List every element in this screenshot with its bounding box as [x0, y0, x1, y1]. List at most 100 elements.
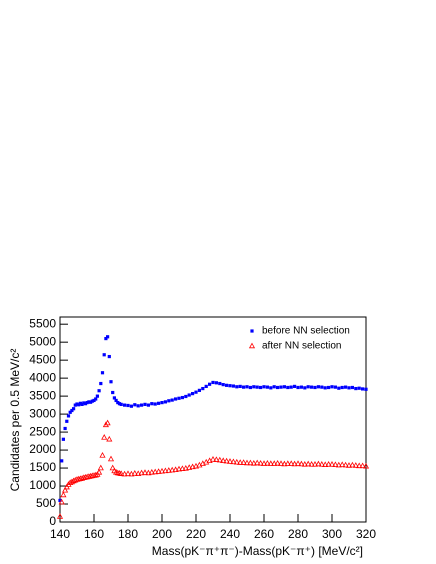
- data-point: [172, 466, 179, 473]
- y-tick-label: 1500: [29, 460, 56, 474]
- data-point: [186, 464, 193, 470]
- data-point: [250, 459, 257, 466]
- data-point: [282, 385, 286, 389]
- data-point: [218, 381, 222, 386]
- data-point: [175, 465, 183, 472]
- data-point: [138, 469, 145, 476]
- data-point: [131, 470, 138, 476]
- y-tick-label: 5500: [29, 316, 56, 330]
- y-tick-label: 3000: [29, 406, 56, 420]
- data-point: [170, 398, 174, 402]
- data-point: [101, 434, 108, 440]
- data-point: [342, 461, 349, 468]
- data-point: [121, 470, 128, 477]
- data-point: [119, 402, 123, 406]
- data-point: [305, 460, 312, 467]
- data-point: [259, 385, 263, 390]
- data-point: [301, 461, 308, 467]
- x-tick-label: 280: [288, 527, 308, 541]
- data-point: [61, 437, 65, 441]
- data-point: [298, 460, 305, 467]
- data-point: [58, 498, 65, 505]
- data-point: [204, 384, 208, 389]
- data-point: [281, 460, 288, 467]
- data-point: [141, 469, 149, 475]
- data-point: [107, 354, 111, 359]
- data-point: [299, 385, 303, 389]
- data-point: [126, 403, 130, 408]
- data-point: [60, 459, 64, 463]
- data-point: [165, 467, 172, 473]
- data-point: [318, 461, 325, 467]
- data-point: [87, 400, 91, 404]
- x-tick-label: 260: [254, 527, 274, 541]
- data-point: [179, 465, 186, 471]
- data-point: [264, 459, 271, 466]
- data-point: [354, 386, 358, 391]
- data-point: [357, 386, 361, 390]
- data-point: [209, 455, 217, 462]
- data-point: [252, 385, 256, 389]
- x-tick-label: 240: [220, 527, 240, 541]
- data-point: [340, 385, 344, 390]
- data-point: [260, 460, 268, 466]
- data-point: [62, 486, 69, 493]
- data-point: [95, 394, 99, 398]
- data-point: [92, 398, 96, 403]
- data-point: [243, 459, 251, 466]
- data-point: [73, 403, 77, 407]
- data-point: [162, 467, 169, 474]
- data-point: [255, 385, 259, 389]
- data-point: [145, 469, 152, 476]
- data-point: [184, 394, 188, 399]
- y-tick-label: 3500: [29, 388, 56, 402]
- data-point: [247, 459, 254, 466]
- data-point: [92, 471, 99, 478]
- data-point: [240, 459, 247, 465]
- data-point: [214, 381, 218, 385]
- data-point: [106, 335, 110, 339]
- data-point: [289, 385, 293, 389]
- x-tick-label: 220: [186, 527, 206, 541]
- data-point: [152, 468, 159, 475]
- data-point: [182, 464, 189, 471]
- y-tick-label: 0: [49, 514, 56, 528]
- data-point: [107, 455, 115, 462]
- data-point: [333, 385, 337, 389]
- data-point: [102, 353, 106, 357]
- data-point: [146, 403, 150, 407]
- data-point: [235, 385, 239, 389]
- data-point: [90, 399, 94, 403]
- data-point: [148, 468, 155, 475]
- data-point: [271, 460, 278, 466]
- x-tick-label: 300: [322, 527, 342, 541]
- data-point: [99, 452, 106, 458]
- data-point: [163, 400, 167, 404]
- legend-marker: [250, 329, 254, 333]
- data-point: [328, 461, 336, 467]
- data-point: [231, 384, 235, 388]
- data-point: [169, 466, 176, 473]
- data-point: [286, 385, 290, 390]
- x-axis-label: Mass(pK⁻π⁺π⁻)-Mass(pK⁻π⁺) [MeV/c²]: [152, 544, 363, 558]
- data-point: [277, 460, 285, 466]
- data-point: [221, 383, 225, 387]
- data-point: [83, 402, 88, 406]
- data-point: [117, 402, 122, 406]
- data-point: [194, 390, 198, 394]
- data-point: [303, 386, 307, 390]
- data-point: [276, 385, 280, 390]
- x-tick-label: 320: [356, 527, 376, 541]
- data-point: [160, 400, 164, 405]
- data-point: [337, 386, 341, 390]
- legend-label: after NN selection: [262, 341, 341, 352]
- data-point: [325, 461, 332, 467]
- data-point: [58, 498, 62, 503]
- data-point: [109, 464, 116, 471]
- data-point: [352, 462, 359, 468]
- data-point: [129, 404, 133, 408]
- data-point: [82, 401, 86, 405]
- data-point: [233, 458, 240, 465]
